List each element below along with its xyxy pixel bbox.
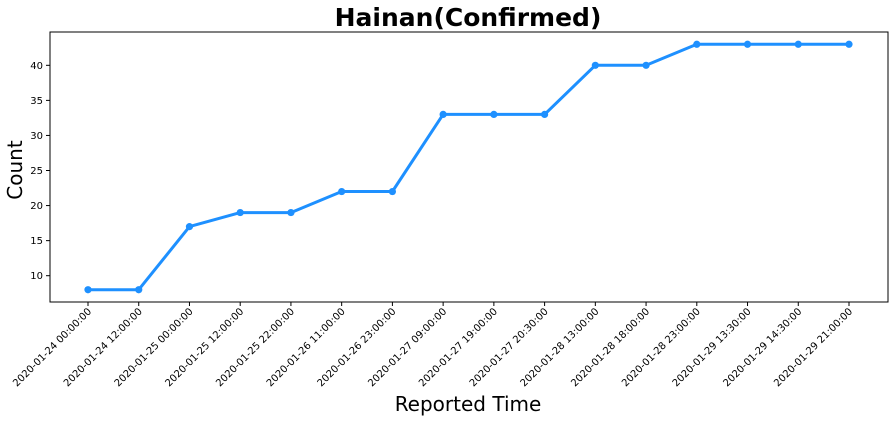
- data-point: [287, 208, 295, 217]
- data-point: [185, 223, 194, 231]
- data-point: [490, 110, 498, 119]
- y-tick-label: 20: [30, 201, 43, 212]
- series-markers: [84, 40, 853, 294]
- y-axis-label: Count: [3, 140, 27, 200]
- y-tick-label: 30: [30, 131, 43, 142]
- data-point: [743, 40, 752, 48]
- data-point: [693, 40, 701, 48]
- data-point: [845, 40, 853, 48]
- data-point: [642, 61, 650, 69]
- x-axis-label: Reported Time: [395, 392, 542, 416]
- data-point: [439, 110, 447, 119]
- series-line: [86, 42, 851, 292]
- data-point: [541, 110, 549, 119]
- y-axis-ticks: 10 15 20 25 30 35 40: [30, 61, 50, 282]
- y-tick-label: 10: [30, 271, 43, 282]
- plot-area-frame: [49, 31, 889, 303]
- data-point: [794, 40, 802, 48]
- y-tick-label: 35: [30, 96, 43, 107]
- data-point: [236, 208, 244, 217]
- y-tick-label: 15: [30, 236, 43, 247]
- data-point: [591, 61, 599, 69]
- data-point: [338, 187, 346, 196]
- data-point: [84, 286, 92, 294]
- data-point: [388, 187, 396, 196]
- y-tick-label: 40: [30, 61, 43, 72]
- chart-title: Hainan(Confirmed): [335, 3, 602, 32]
- y-tick-label: 25: [30, 166, 43, 177]
- data-point: [135, 286, 143, 294]
